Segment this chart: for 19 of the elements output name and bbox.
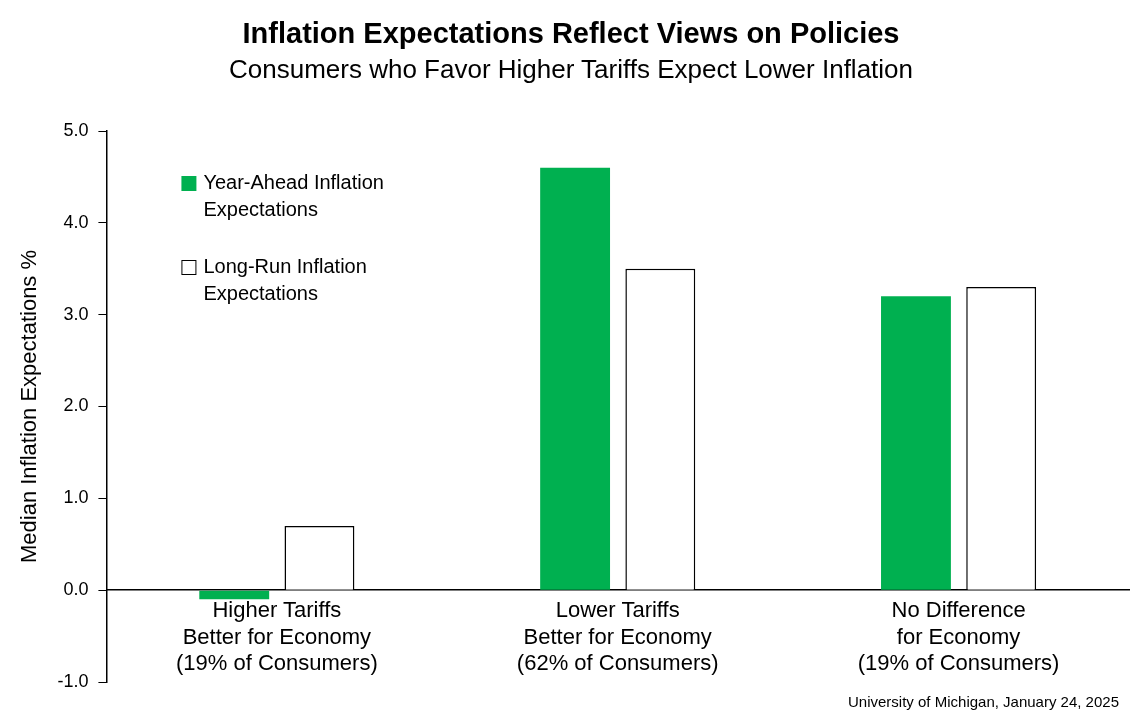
chart-subtitle: Consumers who Favor Higher Tariffs Expect Lower Inflation [228, 53, 914, 84]
y-tick-label: 4.0 [63, 211, 89, 232]
chart-title: Inflation Expectations Reflect Views on Policies [242, 17, 900, 50]
y-tick-label: 3.0 [63, 303, 89, 324]
bar [199, 590, 270, 600]
y-tick-label: -1.0 [57, 670, 89, 691]
x-tick-label: Lower Tariffs Better for Economy (62% of Consumers) [516, 597, 719, 676]
bar [881, 296, 951, 590]
y-axis-title: Median Inflation Expectations % [16, 249, 42, 564]
bar [540, 167, 611, 590]
x-tick-label: No Difference for Economy (19% of Consumers) [857, 597, 1060, 676]
text: University of Michigan, January 24, 2025 [848, 692, 1119, 710]
x-tick-label: Higher Tariffs Better for Economy (19% of Consumers) [175, 597, 378, 676]
y-tick-label: 0.0 [63, 579, 89, 600]
legend-label: Long-Run Inflation Expectations [203, 254, 367, 304]
y-tick-label: 2.0 [63, 395, 89, 416]
legend-label: Year-Ahead Inflation Expectations [203, 170, 384, 220]
y-tick-label: 5.0 [63, 119, 89, 140]
y-tick-label: 1.0 [63, 487, 89, 508]
